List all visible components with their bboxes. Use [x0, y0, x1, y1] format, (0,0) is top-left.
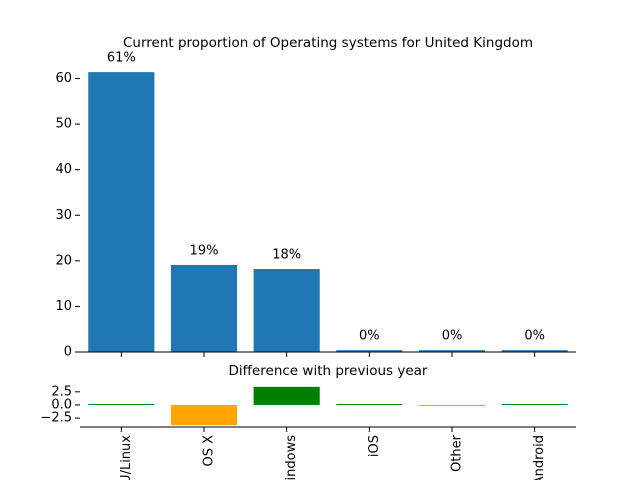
y-tick-label: 0.0 — [51, 397, 72, 412]
bar — [501, 403, 568, 405]
data-label: 61% — [107, 51, 136, 66]
x-tick-label: iOS — [367, 435, 382, 457]
data-label: 0% — [442, 329, 463, 344]
data-label: 0% — [359, 329, 380, 344]
data-label: 18% — [272, 248, 301, 263]
y-tick-label: 50 — [55, 117, 72, 132]
data-label: 0% — [524, 329, 545, 344]
bar — [418, 350, 486, 352]
bar — [336, 403, 403, 405]
y-tick-label: 60 — [55, 71, 72, 86]
subchart-title: Difference with previous year — [229, 363, 428, 379]
x-tick-label: Windows — [284, 435, 299, 480]
data-label: 19% — [190, 243, 219, 258]
x-tick-label: GNU/Linux — [119, 435, 134, 480]
bar — [501, 350, 568, 352]
bar — [253, 269, 320, 352]
bar — [336, 350, 403, 352]
bar — [88, 72, 155, 352]
chart-title: Current proportion of Operating systems … — [123, 35, 533, 51]
y-tick-label: 10 — [55, 299, 72, 314]
y-tick-label: 40 — [55, 162, 72, 177]
bar — [418, 404, 486, 406]
bar — [170, 404, 238, 426]
y-tick-label: −2.5 — [40, 411, 72, 426]
x-tick-label: OS X — [202, 435, 217, 467]
y-tick-label: 20 — [55, 253, 72, 268]
bar — [170, 264, 238, 352]
x-tick-label: Android — [532, 435, 547, 480]
y-tick-label: 0 — [64, 345, 72, 360]
y-tick-label: 30 — [55, 208, 72, 223]
bar — [88, 403, 155, 405]
bar — [253, 386, 320, 405]
x-tick-label: Other — [450, 434, 465, 472]
y-tick-label: 2.5 — [51, 384, 72, 399]
